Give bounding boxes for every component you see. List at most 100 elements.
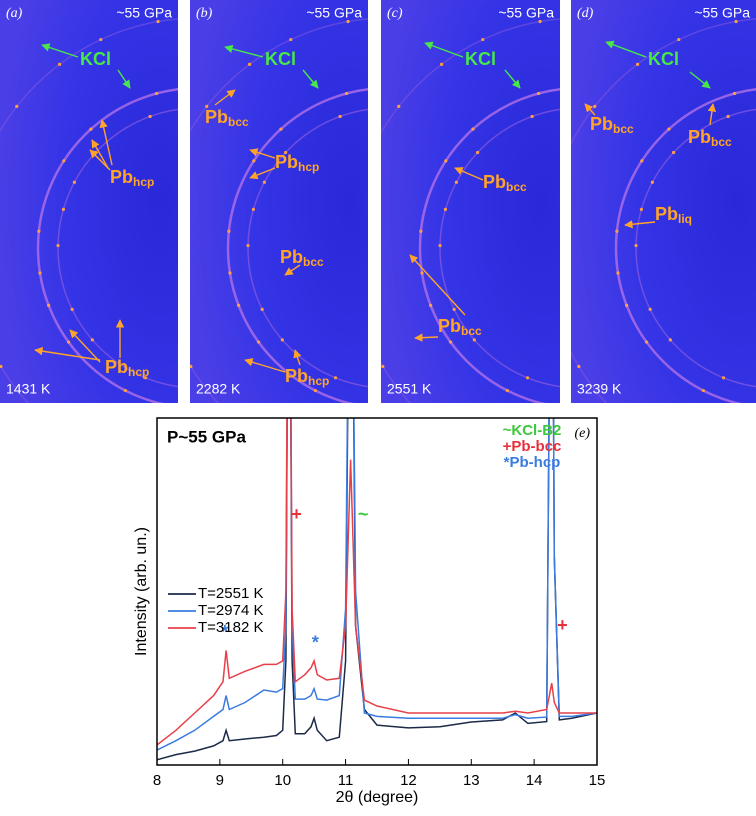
x-tick-label: 10 — [274, 772, 291, 789]
speckle — [148, 114, 152, 119]
arrow — [69, 329, 101, 363]
arrow — [584, 103, 596, 116]
arrow — [302, 69, 319, 89]
x-tick-label: 9 — [216, 772, 224, 789]
ring — [614, 88, 756, 403]
phase-name: KCl — [648, 49, 679, 69]
speckle — [156, 19, 160, 24]
speckle — [472, 338, 476, 342]
speckle — [438, 243, 442, 248]
x-axis-label: 2θ (degree) — [336, 789, 419, 806]
x-tick-label: 11 — [338, 772, 354, 789]
speckle — [247, 62, 252, 66]
rings — [0, 18, 187, 469]
speckle — [397, 104, 401, 108]
phase-name: Pb — [688, 127, 711, 147]
speckle — [635, 62, 640, 66]
speckle — [721, 376, 726, 380]
speckle — [726, 114, 730, 119]
phase-subscript: hcp — [133, 175, 154, 189]
peak-marker: * — [221, 622, 228, 642]
phase-label: KCl — [265, 49, 296, 69]
phase-label: Pbbcc — [590, 114, 634, 136]
speckle — [251, 207, 256, 212]
ring — [57, 108, 178, 388]
phase-label: Pbbcc — [483, 172, 527, 194]
arrow — [34, 346, 101, 361]
speckle — [381, 364, 385, 369]
panel-letter: (a) — [6, 6, 23, 21]
speckle — [732, 91, 737, 96]
speckle — [444, 159, 448, 163]
speckle — [374, 107, 377, 110]
speckle — [184, 107, 187, 110]
speckle — [742, 402, 744, 403]
speckle — [505, 388, 509, 393]
pressure-label: ~55 GPa — [694, 5, 750, 21]
arrow — [224, 44, 264, 58]
chart: 8 9 10 11 12 13 14 15 2θ (degree) Intensity (arb.… — [133, 417, 606, 806]
speckle — [0, 364, 3, 369]
arrow — [414, 333, 439, 342]
arrow — [41, 43, 79, 58]
phase-legend-entry: +Pb-bcc — [503, 438, 562, 455]
speckle — [129, 466, 132, 469]
panel-letter: (d) — [577, 6, 594, 21]
phase-subscript: liq — [678, 212, 692, 226]
speckle — [15, 104, 19, 108]
arrow — [284, 264, 301, 276]
speckle — [530, 114, 534, 119]
speckle — [536, 91, 541, 96]
phase-label: Pbhcp — [105, 357, 149, 379]
temperature-label: 2551 K — [387, 381, 432, 397]
ring — [635, 108, 756, 388]
speckle — [644, 340, 649, 344]
speckle — [344, 91, 349, 96]
speckle — [677, 37, 681, 42]
ring — [439, 108, 560, 388]
speckle — [62, 159, 66, 163]
speckle — [448, 340, 453, 344]
pressure-label: ~55 GPa — [306, 5, 362, 21]
panel-letter: (c) — [387, 6, 403, 21]
plot-frame — [156, 417, 598, 766]
x-tick-label: 15 — [589, 772, 606, 789]
speckle — [75, 441, 78, 444]
speckle — [701, 388, 705, 393]
speckle — [593, 104, 597, 108]
speckle — [61, 207, 66, 212]
arrow — [454, 167, 484, 181]
speckle — [154, 91, 159, 96]
arrow — [624, 220, 656, 229]
phase-subscript: bcc — [613, 122, 634, 136]
speckle — [734, 19, 738, 24]
phase-subscript: hcp — [128, 365, 149, 379]
phase-legend-entry: *Pb-hcp — [504, 454, 561, 471]
phase-name: Pb — [285, 366, 308, 386]
speckle — [47, 303, 51, 307]
phase-subscript: bcc — [711, 135, 732, 149]
x-tick-label: 12 — [400, 772, 417, 789]
speckle — [228, 271, 232, 275]
speckle — [123, 388, 127, 393]
panel-letter: (e) — [574, 426, 590, 441]
arrow — [605, 40, 647, 58]
speckle — [99, 37, 103, 42]
panel-letter: (b) — [196, 6, 213, 21]
phase-subscript: bcc — [506, 180, 527, 194]
speckle — [338, 114, 342, 119]
phase-label: Pbhcp — [110, 167, 154, 189]
arrow — [424, 41, 464, 58]
speckle — [279, 127, 283, 131]
speckle — [419, 229, 423, 233]
ring — [226, 88, 368, 403]
x-tick-label: 14 — [526, 772, 543, 789]
speckle — [615, 229, 619, 233]
phase-subscript: hcp — [298, 160, 319, 174]
phase-name: Pb — [280, 247, 303, 267]
speckle — [577, 364, 581, 369]
speckle — [616, 271, 620, 275]
